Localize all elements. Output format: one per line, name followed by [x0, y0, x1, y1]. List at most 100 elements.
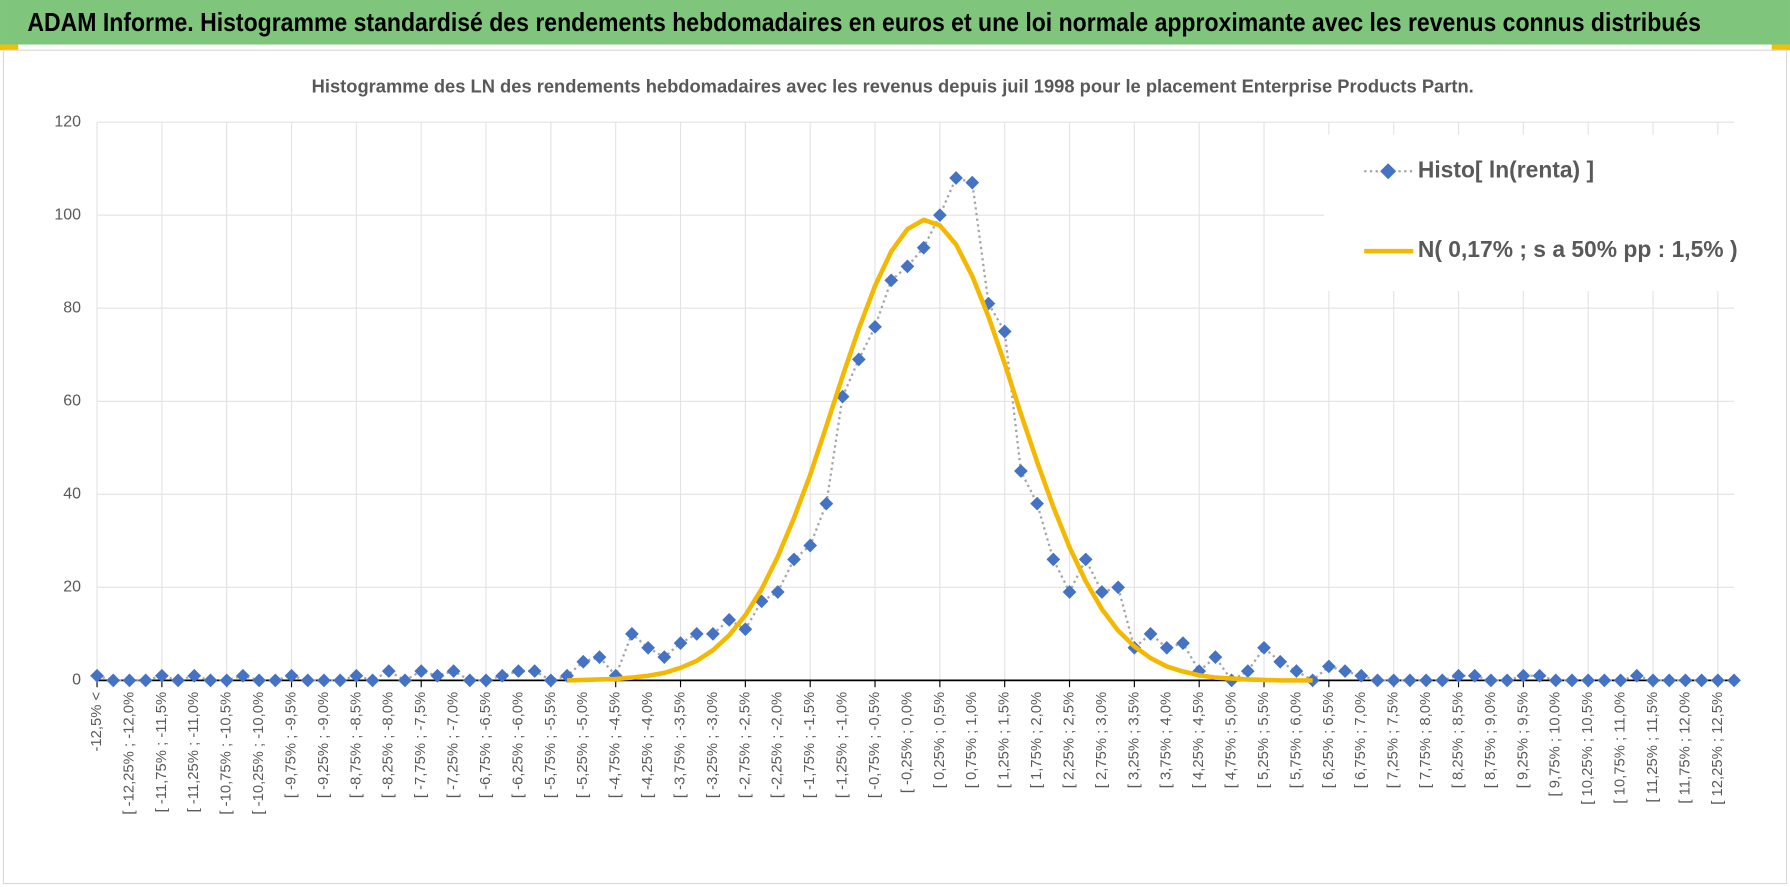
data-point — [1467, 668, 1482, 683]
x-tick-label: [ 11,75% ; 12,0% — [1677, 692, 1693, 804]
x-tick-label: [ 2,25% ; 2,5% — [1061, 692, 1077, 788]
x-tick-label: [ 7,25% ; 7,5% — [1386, 692, 1402, 788]
y-tick-label: 20 — [63, 579, 81, 596]
data-point — [868, 319, 882, 334]
data-point — [884, 273, 899, 288]
data-point — [1516, 668, 1531, 683]
data-point — [722, 613, 737, 627]
data-point — [819, 496, 834, 511]
x-tick-label: [ -6,25% ; -6,0% — [510, 692, 526, 798]
data-point — [706, 627, 720, 641]
y-tick-label: 80 — [63, 299, 81, 316]
data-point — [1322, 659, 1336, 674]
data-point — [90, 668, 104, 683]
x-tick-label: [ 5,75% ; 6,0% — [1288, 692, 1304, 788]
x-tick-label: [ 4,25% ; 4,5% — [1191, 692, 1207, 788]
x-tick-label: [ -7,75% ; -7,5% — [413, 692, 429, 798]
x-tick-label: [ 0,75% ; 1,0% — [964, 692, 980, 788]
x-tick-label: [ 11,25% ; 11,5% — [1645, 692, 1661, 803]
data-point — [851, 352, 866, 367]
x-tick-label: [ -9,25% ; -9,0% — [316, 692, 332, 798]
x-tick-label: [ -2,25% ; -2,0% — [770, 692, 786, 798]
data-point — [933, 208, 947, 223]
legend-box — [1324, 134, 1736, 292]
x-tick-label: -12,5% < — [89, 692, 105, 752]
series-line — [567, 217, 1313, 683]
data-point — [673, 636, 688, 651]
data-point — [1257, 640, 1271, 655]
data-point — [1629, 668, 1644, 683]
y-tick-label: 0 — [72, 672, 81, 689]
x-tick-label: [ 8,25% ; 8,5% — [1450, 692, 1466, 788]
x-tick-label: [ -8,25% ; -8,0% — [381, 692, 397, 798]
x-tick-label: [ -3,25% ; -3,0% — [705, 692, 721, 798]
x-tick-label: [ -1,75% ; -1,5% — [802, 692, 818, 798]
x-tick-label: [ 9,25% ; 9,5% — [1515, 692, 1531, 788]
x-tick-label: [ -6,75% ; -6,5% — [478, 692, 494, 798]
legend-swatch-marker — [1380, 163, 1397, 180]
y-tick-label: 100 — [54, 206, 81, 223]
data-point — [1208, 650, 1223, 664]
chart-border — [2, 49, 1788, 885]
x-tick-label: [ -4,25% ; -4,0% — [640, 692, 656, 798]
header-accent — [1771, 44, 1790, 51]
x-tick-label: [ 5,25% ; 5,5% — [1256, 692, 1272, 788]
data-point — [965, 175, 980, 190]
header-accent — [0, 44, 19, 51]
header-band — [0, 0, 1790, 45]
header-title: ADAM Informe. Histogramme standardisé de… — [27, 7, 1701, 37]
x-tick-label: [ 1,75% ; 2,0% — [1029, 692, 1045, 788]
x-tick-label: [ 8,75% ; 9,0% — [1483, 692, 1499, 788]
data-point — [284, 668, 299, 683]
x-tick-label: [ -10,75% ; -10,5% — [219, 692, 235, 815]
y-tick-label: 60 — [63, 392, 81, 409]
data-point — [689, 627, 704, 641]
x-tick-label: [ -11,25% ; -11,0% — [186, 692, 202, 813]
x-tick-label: [ 12,25% ; 12,5% — [1710, 692, 1726, 805]
legend-label: N( 0,17% ; s a 50% pp : 1,5% ) — [1418, 236, 1738, 262]
x-tick-label: [ -12,25% ; -12,0% — [121, 692, 137, 815]
x-tick-label: [ -5,25% ; -5,0% — [575, 692, 591, 798]
data-point — [1451, 668, 1466, 683]
data-point — [949, 171, 963, 185]
x-tick-label: [ 4,75% ; 5,0% — [1224, 692, 1240, 788]
data-point — [430, 668, 445, 683]
x-tick-label: [ 9,75% ; 10,0% — [1548, 692, 1564, 797]
x-tick-label: [ 7,75% ; 8,0% — [1418, 692, 1434, 788]
x-tick-label: [ 3,25% ; 3,5% — [1126, 692, 1142, 788]
data-point — [1354, 668, 1369, 683]
data-point — [155, 668, 169, 683]
x-tick-label: [ -8,75% ; -8,5% — [348, 692, 364, 798]
data-point — [592, 650, 607, 664]
x-tick-label: [ -10,25% ; -10,0% — [251, 692, 267, 815]
x-tick-label: [ 6,25% ; 6,5% — [1321, 692, 1337, 788]
data-point — [1095, 585, 1109, 599]
x-tick-label: [ 10,25% ; 10,5% — [1580, 692, 1596, 805]
x-tick-label: [ -0,75% ; -0,5% — [867, 692, 883, 798]
data-point — [187, 668, 202, 683]
x-tick-label: [ 10,75% ; 11,0% — [1613, 692, 1629, 804]
x-tick-label: [ -3,75% ; -3,5% — [672, 692, 688, 798]
x-tick-label: [ -11,75% ; -11,5% — [154, 692, 170, 813]
x-tick-label: [ -0,25% ; 0,0% — [899, 692, 915, 793]
chart-title: Histogramme des LN des rendements hebdom… — [312, 76, 1474, 97]
x-tick-label: [ -1,25% ; -1,0% — [835, 692, 851, 798]
x-tick-label: [ 0,25% ; 0,5% — [932, 692, 948, 788]
x-tick-label: [ -4,75% ; -4,5% — [608, 692, 624, 798]
x-tick-label: [ 2,75% ; 3,0% — [1094, 692, 1110, 788]
legend-label: Histo[ ln(renta) ] — [1418, 156, 1594, 182]
x-tick-label: [ -9,75% ; -9,5% — [283, 692, 299, 798]
x-tick-label: [ -5,75% ; -5,5% — [543, 692, 559, 798]
data-point — [495, 668, 510, 683]
x-tick-label: [ -7,25% ; -7,0% — [446, 692, 462, 798]
x-tick-label: [ 6,75% ; 7,0% — [1353, 692, 1369, 788]
y-tick-label: 40 — [63, 486, 81, 503]
data-point — [1532, 668, 1547, 683]
data-point — [236, 668, 250, 683]
data-point — [349, 668, 364, 683]
x-tick-label: [ -2,75% ; -2,5% — [737, 692, 753, 798]
x-tick-label: [ 1,25% ; 1,5% — [997, 692, 1013, 788]
x-tick-label: [ 3,75% ; 4,0% — [1159, 692, 1175, 788]
